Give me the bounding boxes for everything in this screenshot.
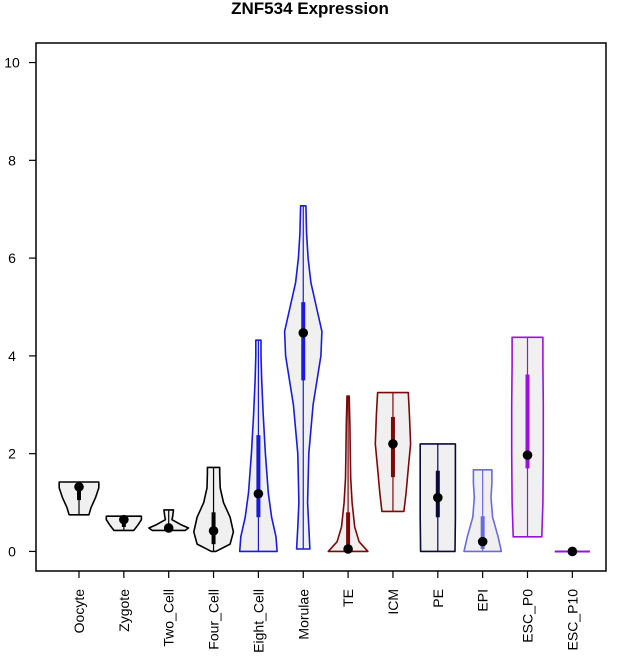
violin-median-point — [388, 439, 398, 449]
violin-median-point — [253, 488, 264, 499]
x-tick-label-eight-cell: Eight_Cell — [250, 589, 266, 653]
x-tick-label-four-cell: Four_Cell — [206, 589, 222, 650]
violin-two-cell — [148, 509, 190, 533]
violin-esc-p0 — [510, 336, 545, 538]
x-tick-label-icm: ICM — [385, 589, 401, 615]
chart-title: ZNF534 Expression — [231, 0, 389, 18]
violin-morulae — [283, 205, 323, 550]
violin-zygote — [105, 514, 143, 532]
violin-median-point — [477, 536, 488, 547]
x-tick-label-te: TE — [340, 589, 356, 607]
violins — [58, 205, 590, 557]
violin-esc-p10 — [554, 546, 590, 557]
violin-median-point — [433, 492, 443, 503]
y-tick-label: 8 — [8, 152, 16, 168]
x-tick-label-esc-p0: ESC_P0 — [520, 589, 536, 643]
y-tick-label: 6 — [8, 250, 16, 266]
violin-median-point — [119, 514, 129, 525]
violin-median-point — [208, 526, 219, 536]
x-tick-label-zygote: Zygote — [116, 589, 132, 632]
x-tick-label-oocyte: Oocyte — [71, 589, 87, 634]
y-tick-label: 2 — [8, 446, 16, 462]
y-tick-label: 4 — [8, 348, 16, 364]
violin-median-point — [298, 328, 309, 338]
violin-median-point — [74, 482, 84, 492]
violin-te — [327, 395, 369, 554]
x-tick-label-morulae: Morulae — [295, 589, 311, 640]
y-axis: 0 2 4 6 8 10 — [4, 55, 36, 559]
x-tick-label-esc-p10: ESC_P10 — [564, 589, 580, 651]
violin-pe — [419, 443, 457, 553]
violin-median-point — [567, 546, 578, 557]
violin-median-point — [522, 450, 533, 460]
y-tick-label: 0 — [8, 543, 16, 559]
violin-eight-cell — [238, 339, 278, 553]
plot-frame — [35, 42, 607, 572]
x-axis: Oocyte Zygote Two_Cell Four_Cell Eight_Cell M… — [71, 571, 580, 653]
violin-median-point — [163, 523, 174, 533]
violin-epi — [463, 468, 503, 553]
violin-icm — [374, 391, 412, 513]
y-tick-label: 10 — [4, 55, 20, 71]
violin-median-point — [343, 544, 353, 554]
violin-four-cell — [193, 466, 235, 553]
violin-oocyte — [58, 481, 100, 516]
x-tick-label-pe: PE — [430, 589, 446, 608]
x-tick-label-two-cell: Two_Cell — [161, 589, 177, 647]
x-tick-label-epi: EPI — [475, 589, 491, 612]
